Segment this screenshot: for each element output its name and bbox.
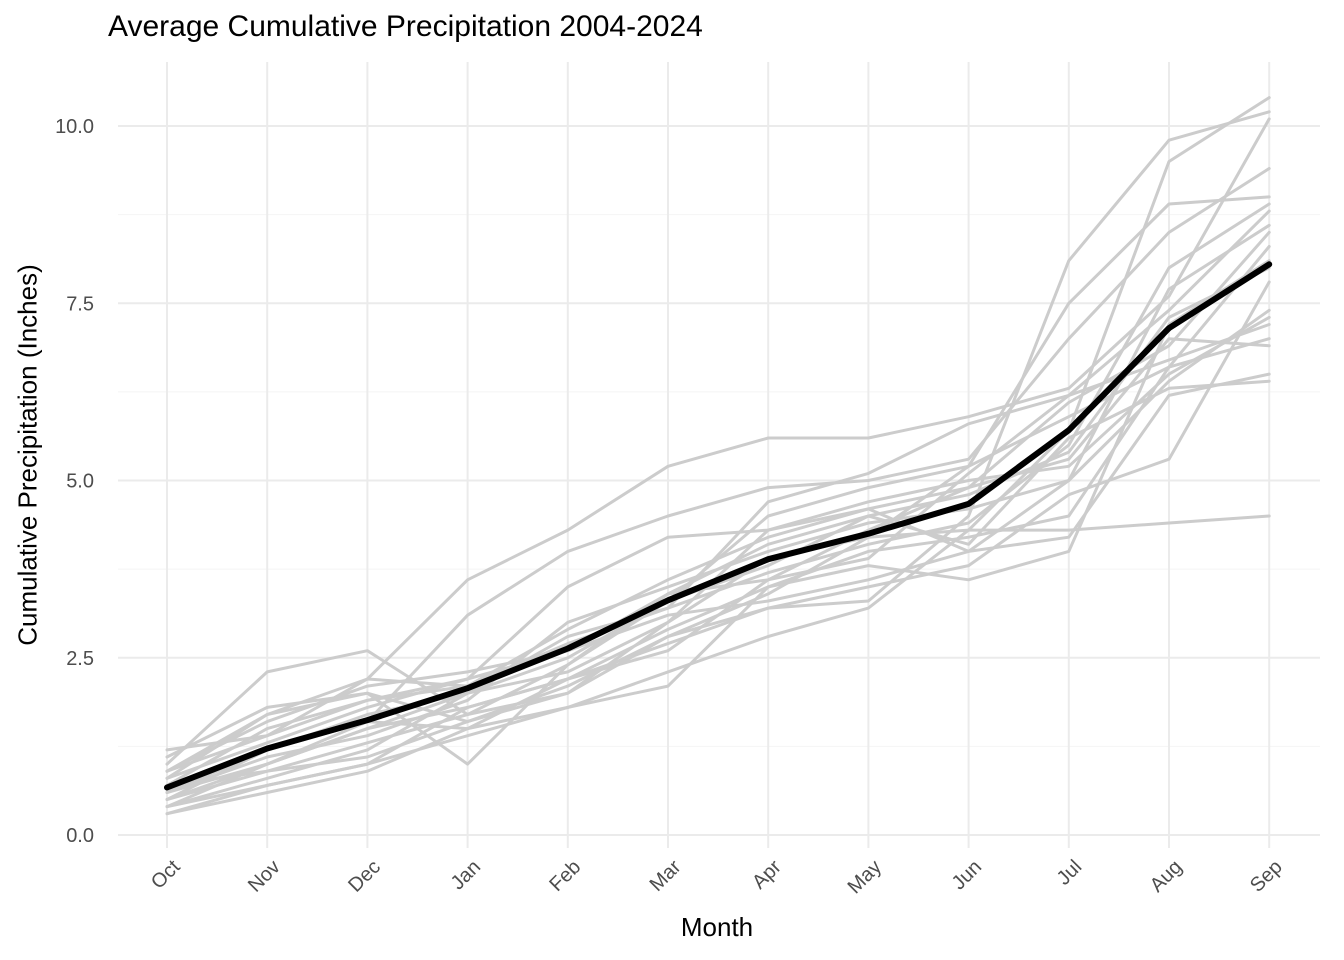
series-line [165,245,1271,801]
x-tick-label: Feb [545,856,585,896]
series-line [165,323,1271,794]
series-line [165,230,1271,766]
x-tick-label: Dec [344,856,385,897]
x-tick-label: Jul [1053,856,1087,890]
series-line [165,379,1271,752]
x-tick-label: Sep [1246,856,1287,897]
x-tick-label: Jan [447,856,485,894]
x-tick-label: Jun [948,856,986,894]
average-line [164,261,1273,791]
x-tick-label: Mar [646,856,686,896]
series-line [165,259,1271,816]
series-line [165,209,1271,780]
series-line [165,223,1271,773]
y-tick-label: 5.0 [66,471,94,493]
x-tick-label: May [844,856,886,898]
y-tick-label: 2.5 [66,648,94,670]
series-line [165,280,1271,759]
x-tick-label: Apr [748,856,786,894]
series-line [165,514,1271,801]
y-tick-labels: 0.0 2.5 5.0 7.5 10.0 [55,116,94,847]
y-tick-label: 0.0 [66,825,94,847]
series-line [165,337,1271,809]
series-line [165,96,1271,816]
series-line [165,117,1271,773]
x-tick-label: Oct [147,856,185,894]
y-tick-label: 7.5 [66,293,94,315]
gridlines [118,62,1320,848]
x-tick-label: Nov [244,856,285,897]
x-tick-label: Aug [1146,856,1187,897]
year-series [165,96,1271,816]
x-tick-labels: Oct Nov Dec Jan Feb Mar Apr May Jun Jul Aug Sep [147,856,1287,899]
series-line [165,110,1271,809]
chart-title: Average Cumulative Precipitation 2004-20… [108,10,703,43]
x-axis-label: Month [680,912,754,942]
y-tick-label: 10.0 [55,116,94,138]
